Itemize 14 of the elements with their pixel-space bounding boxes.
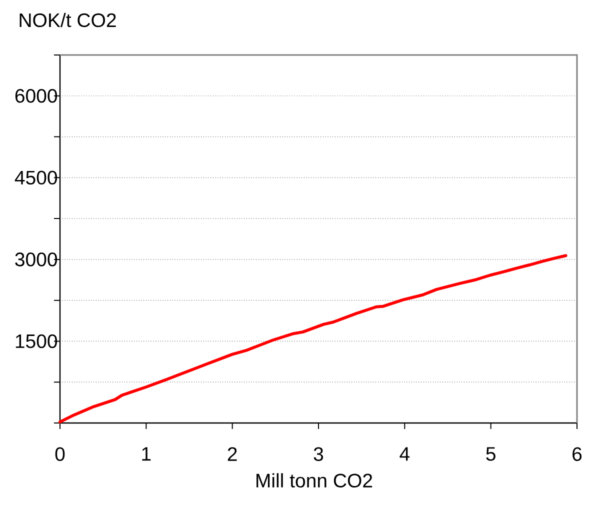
line-series [58, 254, 568, 424]
x-tick-label: 1 [142, 447, 151, 461]
x-tick-label: 4 [400, 447, 410, 461]
x-tick-label: 6 [572, 447, 582, 462]
y-tick-label: 3000 [15, 252, 58, 266]
x-tick-label: 2 [228, 447, 237, 461]
x-tick-label: 3 [314, 447, 324, 462]
x-tick-label: 5 [486, 447, 496, 461]
x-tick-label: 0 [55, 447, 65, 462]
y-tick-label: 1500 [16, 334, 58, 348]
y-tick-label: 6000 [15, 88, 58, 103]
x-axis-title: Mill tonn CO2 [256, 473, 372, 488]
y-tick-label: 4500 [14, 170, 58, 185]
y-axis-title: NOK/t CO2 [20, 12, 116, 28]
